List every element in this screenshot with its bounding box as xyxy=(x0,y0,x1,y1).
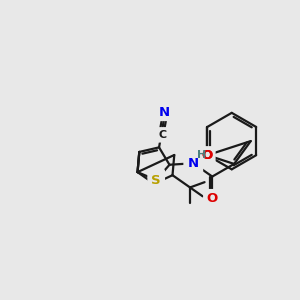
Text: O: O xyxy=(202,149,213,162)
Text: O: O xyxy=(207,192,218,206)
Text: C: C xyxy=(158,130,166,140)
Text: O: O xyxy=(202,149,213,162)
Text: N: N xyxy=(186,154,201,172)
Text: N: N xyxy=(188,157,199,170)
Text: C: C xyxy=(158,128,167,141)
Text: O: O xyxy=(200,148,214,163)
Text: H: H xyxy=(197,150,206,160)
Text: S: S xyxy=(152,173,161,187)
Text: O: O xyxy=(206,191,219,206)
Text: N: N xyxy=(159,106,170,119)
Text: N: N xyxy=(158,105,171,120)
Text: S: S xyxy=(150,171,162,189)
